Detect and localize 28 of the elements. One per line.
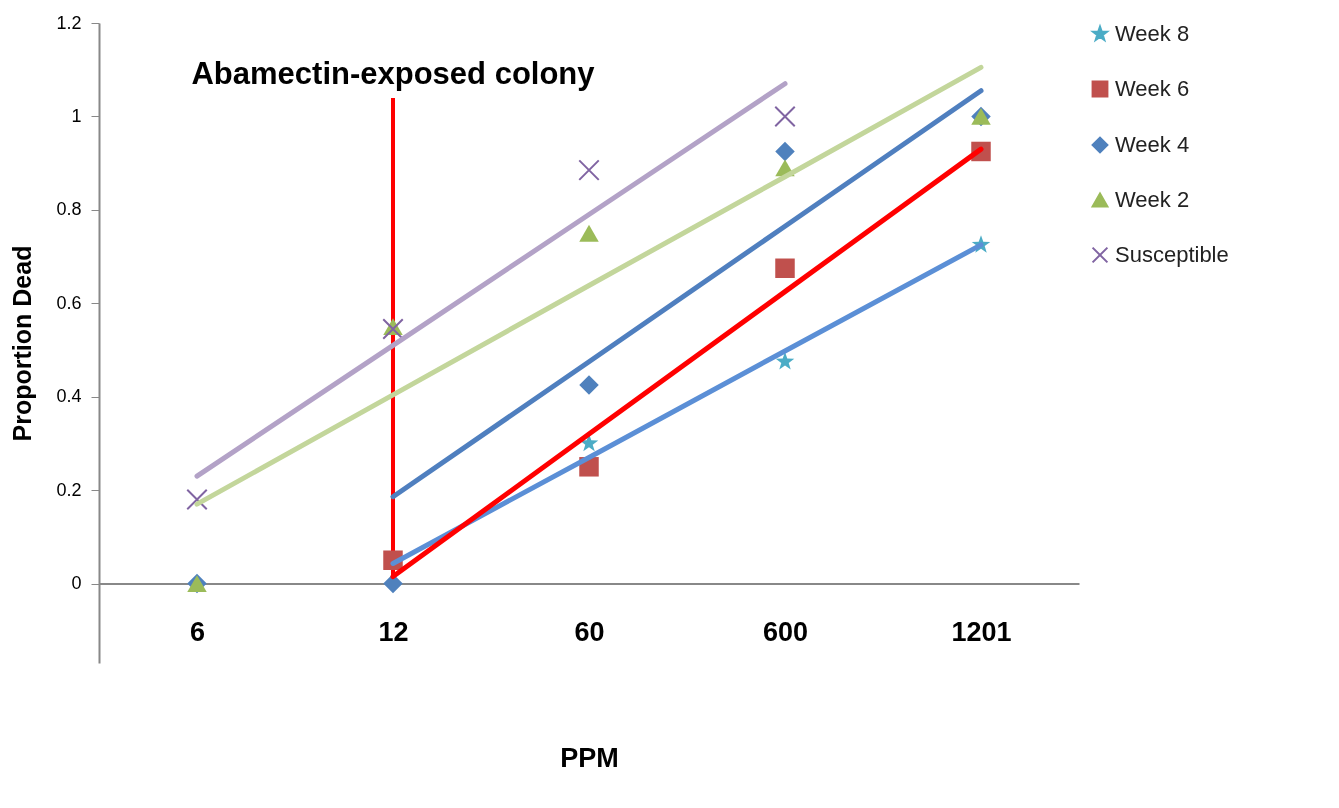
point <box>775 351 795 370</box>
legend-label: Week 6 <box>1115 76 1190 101</box>
x-tick-label: 600 <box>762 617 809 648</box>
ref-line-label: Abamectin-exposed colony <box>191 56 596 91</box>
x-tick-label: 6 <box>189 617 206 648</box>
y-tick-label: 1.2 <box>56 12 82 33</box>
point <box>579 224 599 242</box>
point <box>774 105 796 128</box>
point <box>775 141 795 162</box>
y-tick-label: 0 <box>71 573 82 594</box>
point <box>775 258 795 278</box>
y-tick-label: 1 <box>71 105 82 126</box>
legend-label: Susceptible <box>1115 242 1229 267</box>
x-tick-label: 12 <box>378 617 409 648</box>
legend-label: Week 8 <box>1115 21 1190 46</box>
legend-label: Week 4 <box>1115 132 1190 157</box>
y-tick-label: 0.6 <box>56 292 82 313</box>
point <box>578 159 600 181</box>
point <box>186 488 208 511</box>
y-tick-label: 0.2 <box>56 479 82 500</box>
x-tick-label: 60 <box>574 617 605 648</box>
point <box>579 375 599 395</box>
legend-label: Week 2 <box>1115 187 1190 212</box>
y-tick-label: 0.8 <box>56 199 82 220</box>
x-tick-label: 1201 <box>951 617 1012 648</box>
x-axis-title: PPM <box>560 743 619 774</box>
y-axis-title: Proportion Dead <box>8 245 37 442</box>
y-tick-label: 0.4 <box>56 386 82 407</box>
